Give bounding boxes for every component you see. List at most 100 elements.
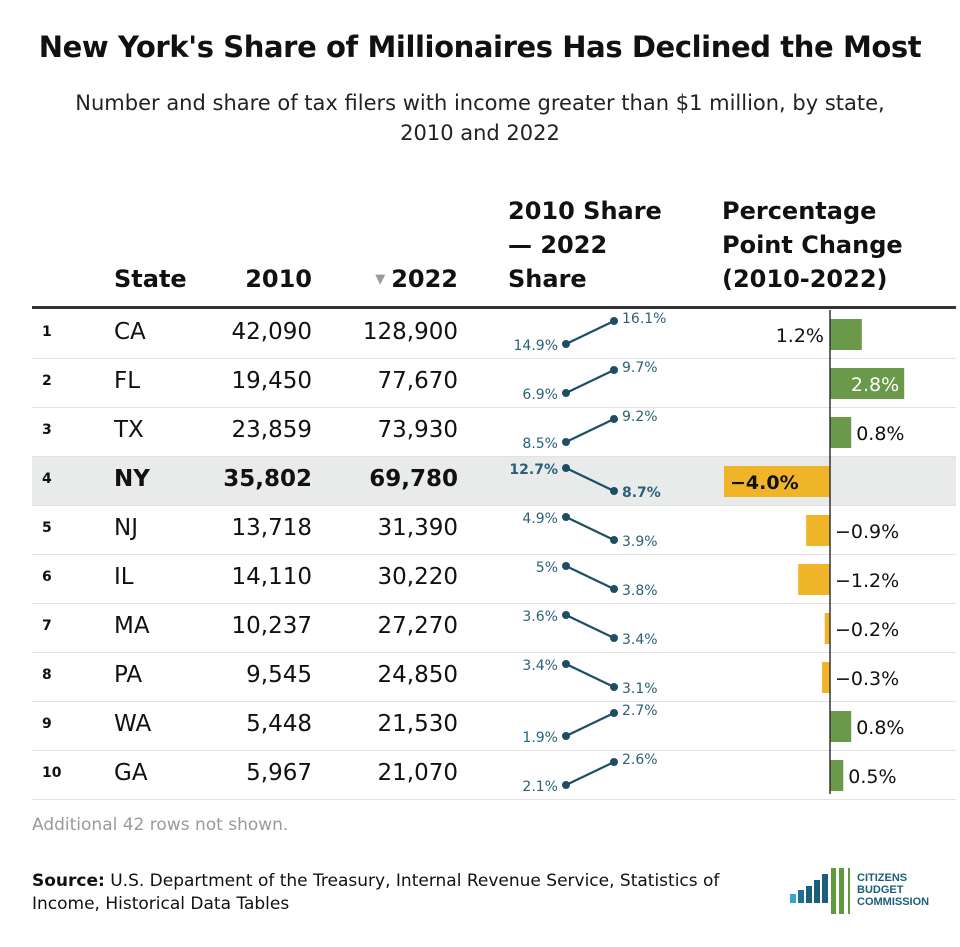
value-2010-cell: 9,545 <box>246 662 312 688</box>
table-row: 1 CA 42,090 128,900 <box>32 310 956 359</box>
share-2010-label: 3.4% <box>522 658 558 674</box>
table-row: 5 NJ 13,718 31,390 <box>32 506 956 555</box>
value-2022-cell: 21,070 <box>377 760 458 786</box>
rank-cell: 10 <box>42 765 62 781</box>
share-2022-label: 3.8% <box>622 583 658 599</box>
change-label: 0.5% <box>848 766 896 788</box>
share-2010-label: 3.6% <box>522 609 558 625</box>
slope-line <box>565 516 615 541</box>
value-2022-cell: 21,530 <box>377 711 458 737</box>
logo-wordmark: CITIZENS BUDGET COMMISSION <box>857 872 929 908</box>
slope-point-2022 <box>610 366 618 374</box>
state-cell: CA <box>114 319 146 345</box>
value-2010-cell: 42,090 <box>231 319 312 345</box>
header-share[interactable]: 2010 Share — 2022 Share <box>508 194 662 296</box>
change-label: 0.8% <box>856 423 904 445</box>
rank-cell: 3 <box>42 422 52 438</box>
value-2010-cell: 14,110 <box>231 564 312 590</box>
change-label: −4.0% <box>730 472 799 494</box>
value-2010-cell: 23,859 <box>231 417 312 443</box>
table-row: 7 MA 10,237 27,270 <box>32 604 956 653</box>
share-2022-label: 16.1% <box>622 311 666 327</box>
share-2022-label: 8.7% <box>622 485 661 501</box>
table-row: 3 TX 23,859 73,930 <box>32 408 956 457</box>
share-2010-label: 1.9% <box>522 730 558 746</box>
slope-point-2010 <box>562 611 570 619</box>
rank-cell: 6 <box>42 569 52 585</box>
sort-descending-icon[interactable]: ▼ <box>375 272 386 287</box>
source-label: Source: <box>32 871 105 891</box>
change-bar <box>830 319 862 350</box>
header-2010[interactable]: 2010 <box>245 265 312 293</box>
slope-line <box>565 565 615 590</box>
state-cell: GA <box>114 760 148 786</box>
table-row: 2 FL 19,450 77,670 <box>32 359 956 408</box>
slope-point-2022 <box>610 415 618 423</box>
share-2022-label: 3.9% <box>622 534 658 550</box>
slope-line <box>565 320 615 345</box>
change-bar <box>830 417 852 448</box>
slope-line <box>565 663 615 688</box>
slope-point-2022 <box>610 634 618 642</box>
change-label: 2.8% <box>851 374 899 396</box>
rank-cell: 8 <box>42 667 52 683</box>
header-state[interactable]: State <box>114 265 187 293</box>
state-cell: TX <box>114 417 144 443</box>
share-2022-label: 9.2% <box>622 409 658 425</box>
slope-point-2010 <box>562 340 570 348</box>
logo-line3: COMMISSION <box>857 896 930 908</box>
rank-cell: 2 <box>42 373 52 389</box>
state-cell: MA <box>114 613 150 639</box>
header-rule <box>32 306 956 309</box>
source-text: U.S. Department of the Treasury, Interna… <box>32 871 720 914</box>
state-cell: FL <box>114 368 141 394</box>
change-label: −0.9% <box>835 521 899 543</box>
slope-line <box>565 761 615 786</box>
slope-line <box>565 467 615 492</box>
rows-hidden-note: Additional 42 rows not shown. <box>32 815 289 835</box>
rank-cell: 1 <box>42 324 52 340</box>
share-2010-label: 4.9% <box>522 511 558 527</box>
value-2010-cell: 5,448 <box>246 711 312 737</box>
share-2010-label: 14.9% <box>514 338 558 354</box>
slope-point-2010 <box>562 781 570 789</box>
share-2022-label: 2.7% <box>622 703 658 719</box>
slope-point-2022 <box>610 683 618 691</box>
state-cell: IL <box>114 564 134 590</box>
rank-cell: 4 <box>42 471 52 487</box>
value-2022-cell: 69,780 <box>369 466 458 492</box>
change-label: 0.8% <box>856 717 904 739</box>
table-row: 6 IL 14,110 30,220 <box>32 555 956 604</box>
slope-point-2022 <box>610 487 618 495</box>
rank-cell: 7 <box>42 618 52 634</box>
share-2022-label: 2.6% <box>622 752 658 768</box>
value-2010-cell: 10,237 <box>231 613 312 639</box>
slope-line <box>565 614 615 639</box>
header-2022-label: 2022 <box>391 265 458 293</box>
table-row: 9 WA 5,448 21,530 <box>32 702 956 751</box>
share-2010-label: 6.9% <box>522 387 558 403</box>
slope-point-2010 <box>562 464 570 472</box>
share-2010-label: 12.7% <box>509 462 558 478</box>
chart-subtitle: Number and share of tax filers with inco… <box>75 91 885 145</box>
state-cell: NJ <box>114 515 138 541</box>
share-2010-label: 8.5% <box>522 436 558 452</box>
state-cell: WA <box>114 711 152 737</box>
value-2010-cell: 35,802 <box>223 466 312 492</box>
slope-point-2010 <box>562 438 570 446</box>
slope-point-2010 <box>562 562 570 570</box>
header-2022[interactable]: ▼ 2022 <box>332 262 458 297</box>
share-2022-label: 3.1% <box>622 681 658 697</box>
change-bar <box>824 613 830 644</box>
header-change-line1: Percentage <box>722 197 877 225</box>
change-bar <box>830 760 844 791</box>
state-cell: NY <box>114 466 150 492</box>
slope-point-2010 <box>562 660 570 668</box>
header-change[interactable]: Percentage Point Change (2010-2022) <box>722 194 903 296</box>
change-bar <box>798 564 830 595</box>
share-2010-label: 2.1% <box>522 779 558 795</box>
slope-point-2022 <box>610 709 618 717</box>
value-2022-cell: 31,390 <box>377 515 458 541</box>
slope-line <box>565 712 615 737</box>
